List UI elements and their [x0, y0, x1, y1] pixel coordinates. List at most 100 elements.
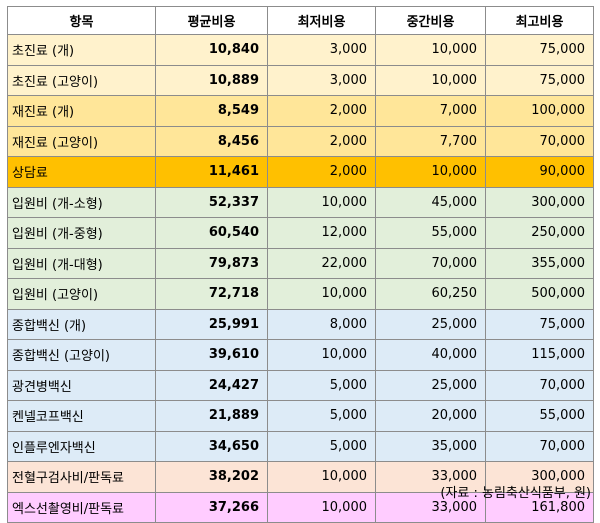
max-cost-cell: 300,000 [485, 461, 594, 493]
median-cost-cell: 40,000 [375, 339, 486, 371]
max-cost-cell: 250,000 [485, 217, 594, 249]
table-row: 초진료 (개) 10,840 3,000 10,000 75,000 [7, 34, 594, 66]
max-cost-cell: 355,000 [485, 247, 594, 279]
average-cost-cell: 39,610 [155, 339, 268, 371]
max-cost-cell: 500,000 [485, 278, 594, 310]
max-cost-cell: 100,000 [485, 95, 594, 127]
table-row: 입원비 (개-소형) 52,337 10,000 45,000 300,000 [7, 186, 594, 218]
source-note: (자료 : 농림축산식품부, 원) [440, 486, 591, 501]
max-cost-cell: 115,000 [485, 339, 594, 371]
median-cost-cell: 20,000 [375, 400, 486, 432]
median-cost-cell: 7,000 [375, 95, 486, 127]
min-cost-cell: 10,000 [267, 461, 376, 493]
median-cost-cell: 60,250 [375, 278, 486, 310]
median-cost-cell: 25,000 [375, 308, 486, 340]
table-row: 전혈구검사비/판독료 38,202 10,000 33,000 300,000 [7, 461, 594, 493]
min-cost-cell: 3,000 [267, 64, 376, 96]
min-cost-cell: 2,000 [267, 156, 376, 188]
min-cost-cell: 5,000 [267, 400, 376, 432]
max-cost-cell: 70,000 [485, 369, 594, 401]
table-row: 입원비 (개-대형) 79,873 22,000 70,000 355,000 [7, 247, 594, 279]
header-average-cost: 평균비용 [155, 6, 268, 35]
min-cost-cell: 10,000 [267, 278, 376, 310]
table-row: 입원비 (개-중형) 60,540 12,000 55,000 250,000 [7, 217, 594, 249]
item-cell: 입원비 (개-중형) [7, 217, 156, 249]
item-cell: 입원비 (개-소형) [7, 186, 156, 218]
item-cell: 종합백신 (개) [7, 308, 156, 340]
item-cell: 켄넬코프백신 [7, 400, 156, 432]
max-cost-cell: 90,000 [485, 156, 594, 188]
average-cost-cell: 21,889 [155, 400, 268, 432]
min-cost-cell: 2,000 [267, 95, 376, 127]
average-cost-cell: 8,549 [155, 95, 268, 127]
header-min-cost: 최저비용 [267, 6, 376, 35]
average-cost-cell: 79,873 [155, 247, 268, 279]
min-cost-cell: 10,000 [267, 491, 376, 523]
median-cost-cell: 10,000 [375, 64, 486, 96]
header-median-cost: 중간비용 [375, 6, 486, 35]
min-cost-cell: 3,000 [267, 34, 376, 66]
average-cost-cell: 8,456 [155, 125, 268, 157]
item-cell: 입원비 (개-대형) [7, 247, 156, 279]
vet-cost-table: 항목 평균비용 최저비용 중간비용 최고비용 초진료 (개) 10,840 3,00… [7, 6, 594, 523]
table-row: 켄넬코프백신 21,889 5,000 20,000 55,000 [7, 400, 594, 432]
max-cost-cell: 55,000 [485, 400, 594, 432]
average-cost-cell: 25,991 [155, 308, 268, 340]
item-cell: 입원비 (고양이) [7, 278, 156, 310]
table-body: 초진료 (개) 10,840 3,000 10,000 75,000 초진료 (고양이) 1… [7, 34, 594, 523]
item-cell: 종합백신 (고양이) [7, 339, 156, 371]
item-cell: 인플루엔자백신 [7, 430, 156, 462]
average-cost-cell: 10,840 [155, 34, 268, 66]
min-cost-cell: 8,000 [267, 308, 376, 340]
max-cost-cell: 70,000 [485, 430, 594, 462]
median-cost-cell: 7,700 [375, 125, 486, 157]
table-row: 입원비 (고양이) 72,718 10,000 60,250 500,000 [7, 278, 594, 310]
item-cell: 전혈구검사비/판독료 [7, 461, 156, 493]
median-cost-cell: 10,000 [375, 34, 486, 66]
item-cell: 초진료 (개) [7, 34, 156, 66]
average-cost-cell: 72,718 [155, 278, 268, 310]
average-cost-cell: 11,461 [155, 156, 268, 188]
item-cell: 재진료 (개) [7, 95, 156, 127]
average-cost-cell: 24,427 [155, 369, 268, 401]
header-row: 항목 평균비용 최저비용 중간비용 최고비용 [7, 6, 594, 35]
item-cell: 상담료 [7, 156, 156, 188]
table-row: 재진료 (고양이) 8,456 2,000 7,700 70,000 [7, 125, 594, 157]
min-cost-cell: 2,000 [267, 125, 376, 157]
table-row: 상담료 11,461 2,000 10,000 90,000 [7, 156, 594, 188]
header-item: 항목 [7, 6, 156, 35]
average-cost-cell: 10,889 [155, 64, 268, 96]
median-cost-cell: 25,000 [375, 369, 486, 401]
max-cost-cell: 75,000 [485, 308, 594, 340]
table-row: 초진료 (고양이) 10,889 3,000 10,000 75,000 [7, 64, 594, 96]
average-cost-cell: 37,266 [155, 491, 268, 523]
min-cost-cell: 10,000 [267, 186, 376, 218]
average-cost-cell: 52,337 [155, 186, 268, 218]
median-cost-cell: 45,000 [375, 186, 486, 218]
median-cost-cell: 10,000 [375, 156, 486, 188]
header-max-cost: 최고비용 [485, 6, 594, 35]
item-cell: 엑스선촬영비/판독료 [7, 491, 156, 523]
max-cost-cell: 300,000 [485, 186, 594, 218]
table-row: 재진료 (개) 8,549 2,000 7,000 100,000 [7, 95, 594, 127]
table-row: 인플루엔자백신 34,650 5,000 35,000 70,000 [7, 430, 594, 462]
average-cost-cell: 34,650 [155, 430, 268, 462]
table-row: 종합백신 (개) 25,991 8,000 25,000 75,000 [7, 308, 594, 340]
cost-table-container: 항목 평균비용 최저비용 중간비용 최고비용 초진료 (개) 10,840 3,00… [7, 6, 594, 523]
median-cost-cell: 35,000 [375, 430, 486, 462]
item-cell: 초진료 (고양이) [7, 64, 156, 96]
max-cost-cell: 75,000 [485, 34, 594, 66]
min-cost-cell: 10,000 [267, 339, 376, 371]
max-cost-cell: 75,000 [485, 64, 594, 96]
item-cell: 광견병백신 [7, 369, 156, 401]
min-cost-cell: 12,000 [267, 217, 376, 249]
average-cost-cell: 60,540 [155, 217, 268, 249]
table-header: 항목 평균비용 최저비용 중간비용 최고비용 [7, 6, 594, 35]
average-cost-cell: 38,202 [155, 461, 268, 493]
min-cost-cell: 5,000 [267, 430, 376, 462]
median-cost-cell: 55,000 [375, 217, 486, 249]
table-row: 광견병백신 24,427 5,000 25,000 70,000 [7, 369, 594, 401]
table-row: 종합백신 (고양이) 39,610 10,000 40,000 115,000 [7, 339, 594, 371]
median-cost-cell: 70,000 [375, 247, 486, 279]
min-cost-cell: 5,000 [267, 369, 376, 401]
